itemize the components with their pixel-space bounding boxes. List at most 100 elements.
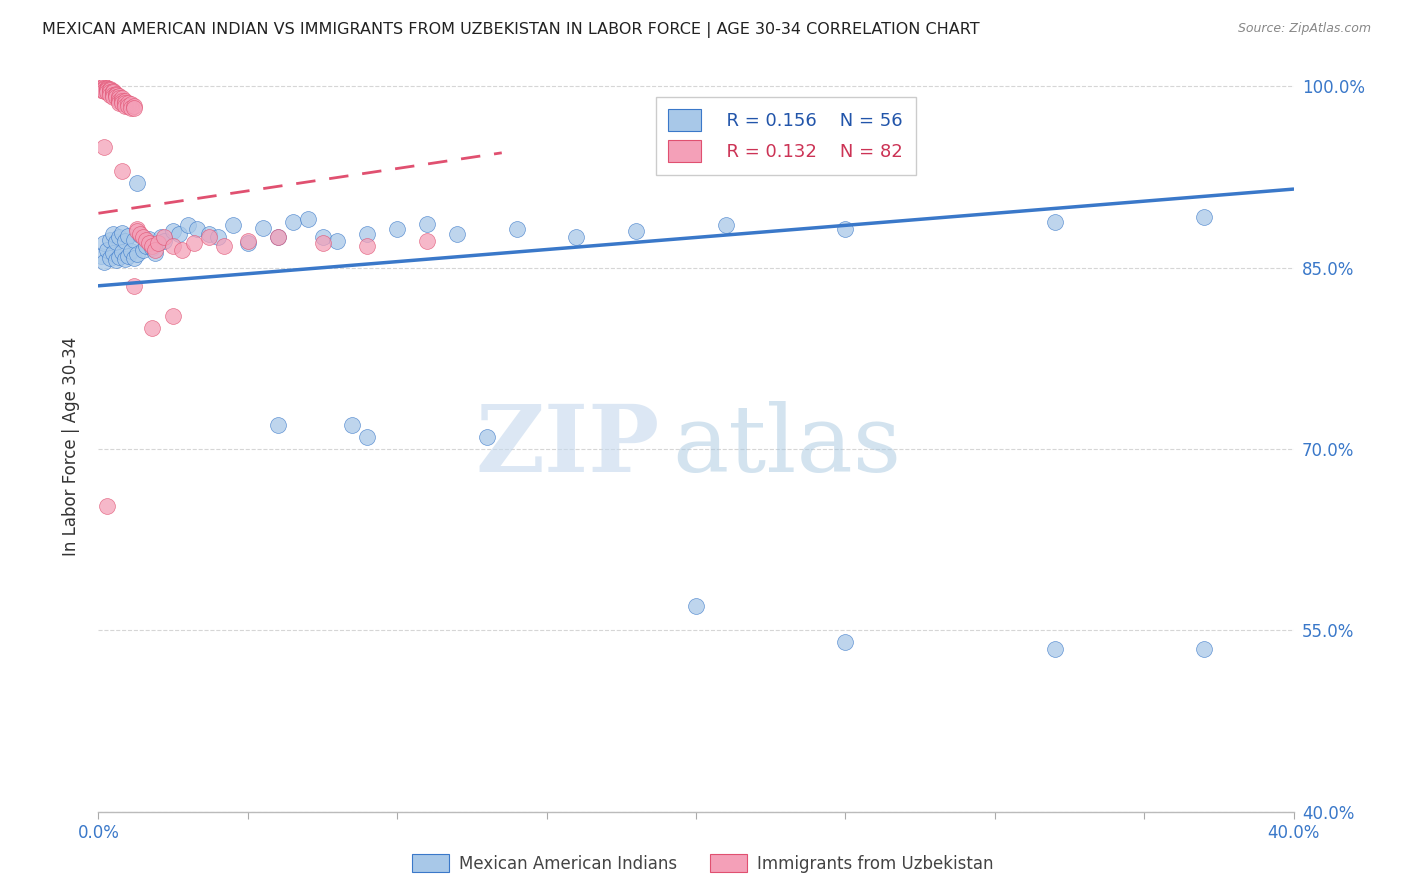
Point [135, 239, 157, 253]
Point [98, 86, 122, 100]
Point [127, 222, 149, 236]
Point [236, 236, 259, 251]
Point [326, 234, 349, 248]
Point [96, 243, 118, 257]
Point [108, 250, 131, 264]
Point [120, 244, 142, 258]
Point [98, 251, 122, 265]
Point [143, 243, 166, 257]
Point [177, 219, 200, 233]
Point [198, 227, 221, 241]
Point [117, 249, 139, 263]
Point [108, 89, 131, 103]
Point [127, 247, 149, 261]
Point [141, 321, 163, 335]
Point [267, 230, 290, 244]
Point [834, 635, 856, 649]
Point [103, 227, 125, 241]
Point [311, 236, 333, 251]
Point [1192, 641, 1215, 656]
Point [96, 81, 118, 95]
Point [153, 230, 176, 244]
Point [103, 84, 125, 98]
Point [98, 83, 122, 97]
Point [356, 239, 378, 253]
Point [167, 227, 190, 241]
Point [132, 243, 155, 257]
Point [626, 224, 648, 238]
Point [356, 430, 378, 444]
Point [111, 96, 134, 111]
Point [222, 219, 245, 233]
Point [98, 87, 122, 102]
Point [124, 101, 146, 115]
Point [96, 499, 118, 513]
Point [162, 224, 184, 238]
Point [342, 417, 364, 432]
Text: ZIP: ZIP [475, 401, 661, 491]
Point [114, 94, 136, 108]
Point [120, 101, 142, 115]
Legend:   R = 0.156    N = 56,   R = 0.132    N = 82: R = 0.156 N = 56, R = 0.132 N = 82 [655, 96, 915, 175]
Point [834, 222, 856, 236]
Point [111, 164, 134, 178]
Point [111, 226, 134, 240]
Point [124, 233, 146, 247]
Point [90, 80, 112, 95]
Point [565, 230, 588, 244]
Point [108, 230, 131, 244]
Legend: Mexican American Indians, Immigrants from Uzbekistan: Mexican American Indians, Immigrants fro… [406, 847, 1000, 880]
Point [1192, 210, 1215, 224]
Point [162, 239, 184, 253]
Point [93, 254, 115, 268]
Point [183, 236, 205, 251]
Point [162, 309, 184, 323]
Point [138, 236, 160, 251]
Point [311, 230, 333, 244]
Point [685, 599, 707, 614]
Point [117, 229, 139, 244]
Point [141, 241, 163, 255]
Point [117, 96, 139, 111]
Point [114, 98, 136, 112]
Point [281, 215, 304, 229]
Point [90, 79, 112, 94]
Point [148, 236, 170, 251]
Point [98, 81, 122, 95]
Point [416, 217, 439, 231]
Point [108, 94, 131, 108]
Point [90, 79, 112, 94]
Point [207, 230, 229, 244]
Point [111, 91, 134, 105]
Point [129, 227, 152, 242]
Point [138, 232, 160, 246]
Point [93, 140, 115, 154]
Point [446, 227, 468, 241]
Point [117, 98, 139, 112]
Point [93, 79, 115, 94]
Point [105, 253, 128, 268]
Point [267, 417, 290, 432]
Point [267, 230, 290, 244]
Point [103, 90, 125, 104]
Point [143, 246, 166, 260]
Point [1043, 215, 1066, 229]
Point [356, 227, 378, 241]
Point [141, 239, 163, 253]
Point [172, 243, 194, 257]
Point [90, 249, 112, 263]
Point [105, 87, 128, 101]
Point [105, 235, 128, 250]
Point [127, 176, 149, 190]
Point [135, 233, 157, 247]
Y-axis label: In Labor Force | Age 30-34: In Labor Force | Age 30-34 [62, 336, 80, 556]
Point [297, 212, 319, 227]
Point [124, 98, 146, 112]
Point [416, 234, 439, 248]
Point [132, 230, 155, 244]
Point [103, 87, 125, 102]
Point [111, 244, 134, 259]
Point [90, 83, 112, 97]
Point [236, 234, 259, 248]
Point [111, 94, 134, 108]
